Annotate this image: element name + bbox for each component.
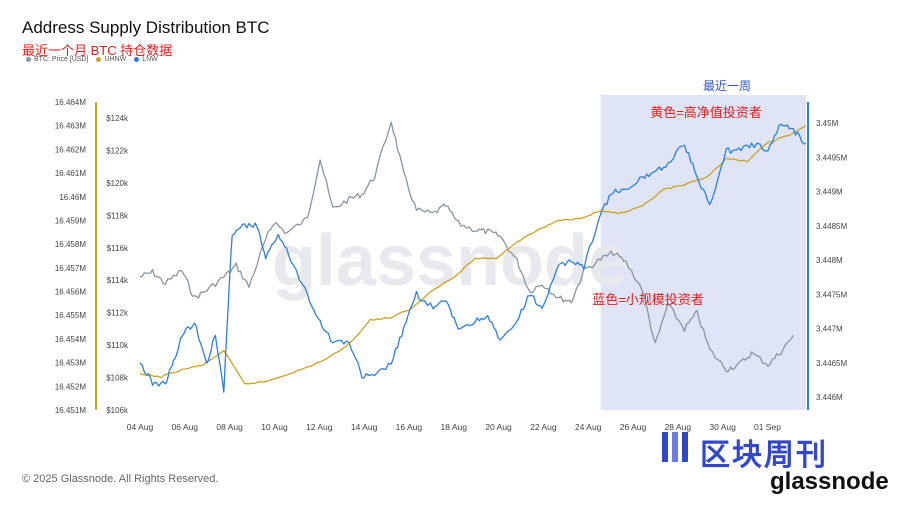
x-tick-label: 28 Aug [665,422,692,432]
y-tick-uhnw: 16.459M [55,216,86,225]
glassnode-logo: glassnode [770,468,889,495]
x-tick-label: 16 Aug [396,422,423,432]
x-tick-label: 10 Aug [261,422,288,432]
y-tick-price: $114k [107,276,129,285]
y-tick-uhnw: 16.458M [55,240,86,249]
x-tick-label: 30 Aug [709,422,736,432]
y-tick-price: $110k [107,341,129,350]
y-tick-lnw: 3.447M [816,325,843,334]
annotation-recent-week: 最近一周 [703,79,751,93]
recent-week-highlight [600,95,806,410]
y-tick-uhnw: 16.455M [55,311,86,320]
legend-label-price: BTC: Price [USD] [34,56,89,63]
legend-item-lnw[interactable]: LNW [134,56,158,63]
brand-name: 区块周刊 [700,439,828,472]
y-tick-lnw: 3.446M [816,393,843,402]
x-tick-label: 26 Aug [620,422,647,432]
x-tick-label: 08 Aug [216,422,243,432]
brand-logo-icon [662,432,688,462]
watermark-text: glassnode [272,221,628,301]
y-tick-uhnw: 16.462M [55,145,86,154]
y-tick-uhnw: 16.461M [55,169,86,178]
x-tick-label: 14 Aug [351,422,378,432]
x-tick-label: 01 Sep [754,422,781,432]
y-tick-uhnw: 16.451M [55,406,86,415]
y-tick-price: $120k [106,179,129,188]
x-tick-label: 06 Aug [172,422,199,432]
y-tick-uhnw: 16.456M [55,288,86,297]
x-tick-label: 20 Aug [485,422,512,432]
y-tick-price: $122k [106,146,129,155]
y-tick-lnw: 3.45M [816,119,839,128]
y-tick-price: $124k [106,114,129,123]
legend-label-lnw: LNW [142,56,158,63]
annotation-blue-note: 蓝色=小规模投资者 [592,292,704,307]
y-tick-lnw: 3.4465M [816,359,847,368]
chart-legend: BTC: Price [USD] UHNW LNW [26,56,158,63]
annotation-yellow-note: 黄色=高净值投资者 [650,105,762,120]
y-tick-uhnw: 16.453M [55,359,86,368]
y-tick-uhnw: 16.46M [59,193,86,202]
y-tick-uhnw: 16.454M [55,335,86,344]
legend-swatch-price [26,57,31,62]
y-tick-lnw: 3.448M [816,256,843,265]
chart-subtitle: 最近一个月 BTC 持仓数据 [22,43,173,58]
legend-item-uhnw[interactable]: UHNW [96,56,126,63]
legend-swatch-lnw [134,57,140,62]
y-tick-uhnw: 16.464M [55,98,86,107]
y-tick-uhnw: 16.457M [55,264,86,273]
legend-label-uhnw: UHNW [104,56,127,63]
legend-swatch-uhnw [96,57,102,62]
y-tick-price: $118k [107,211,129,220]
x-tick-label: 12 Aug [306,422,333,432]
y-tick-lnw: 3.4495M [816,153,847,162]
x-tick-label: 04 Aug [127,422,154,432]
series-line-price [139,121,794,373]
legend-item-price[interactable]: BTC: Price [USD] [26,56,88,63]
chart-title: Address Supply Distribution BTC [22,18,270,37]
y-tick-price: $116k [107,244,129,253]
y-tick-price: $106k [106,406,129,415]
y-tick-lnw: 3.4475M [816,290,847,299]
x-tick-label: 18 Aug [440,422,467,432]
y-tick-lnw: 3.449M [816,188,843,197]
y-tick-price: $108k [106,374,129,383]
x-tick-label: 24 Aug [575,422,602,432]
y-tick-uhnw: 16.463M [55,122,86,131]
x-tick-label: 22 Aug [530,422,557,432]
y-tick-price: $112k [107,309,129,318]
y-tick-uhnw: 16.452M [55,382,86,391]
copyright-footer: © 2025 Glassnode. All Rights Reserved. [22,473,219,485]
series-line-lnw [139,123,807,393]
y-tick-lnw: 3.4485M [816,222,847,231]
